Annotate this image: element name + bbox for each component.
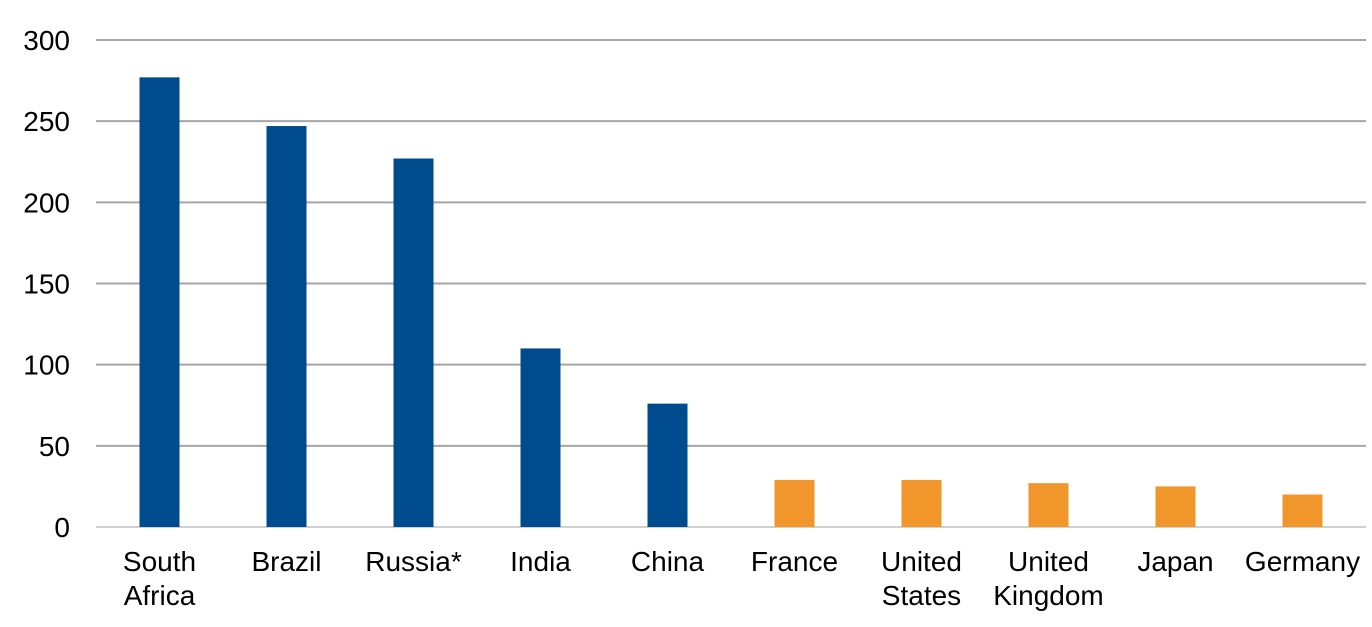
x-category-label-line: Africa [124,580,196,611]
x-category-label: United States [881,546,962,611]
bar [774,479,815,527]
x-category-label: Brazil [251,546,321,577]
bar [266,126,307,527]
x-category-label-line: United [881,546,962,577]
x-category-label-line: Japan [1137,546,1213,577]
y-tick-label: 0 [54,512,70,543]
x-category-label-line: States [882,580,961,611]
bar [139,77,180,527]
y-tick-label: 150 [23,269,70,300]
x-category-label-line: South [123,546,196,577]
y-tick-label: 250 [23,106,70,137]
x-category-label-line: Brazil [251,546,321,577]
bar [520,348,561,527]
x-category-label-line: China [631,546,705,577]
x-category-label-line: Germany [1245,546,1360,577]
x-category-label-line: Kingdom [993,580,1104,611]
x-axis-category-labels: South Africa Brazil Russia* India China France… [123,546,1360,611]
x-category-label: Japan [1137,546,1213,577]
bar [1282,494,1323,527]
x-category-label-line: Russia* [365,546,462,577]
bar [1028,483,1069,527]
y-tick-label: 50 [39,431,70,462]
x-category-label-line: India [510,546,571,577]
x-category-label-line: France [751,546,838,577]
y-axis-tick-labels: 0 50 100 150 200 250 300 [23,25,70,543]
y-tick-label: 100 [23,350,70,381]
bars [139,77,1323,527]
x-category-label: France [751,546,838,577]
x-category-label: South Africa [123,546,196,611]
bar [1155,486,1196,527]
y-tick-label: 200 [23,187,70,218]
bar [647,403,688,527]
x-category-label: India [510,546,571,577]
y-tick-label: 300 [23,25,70,56]
x-category-label: Germany [1245,546,1360,577]
x-category-label: United Kingdom [993,546,1104,611]
x-category-label-line: United [1008,546,1089,577]
x-category-label: Russia* [365,546,462,577]
gridlines [96,39,1366,528]
x-category-label: China [631,546,705,577]
bar [393,158,434,527]
bar [901,479,942,527]
